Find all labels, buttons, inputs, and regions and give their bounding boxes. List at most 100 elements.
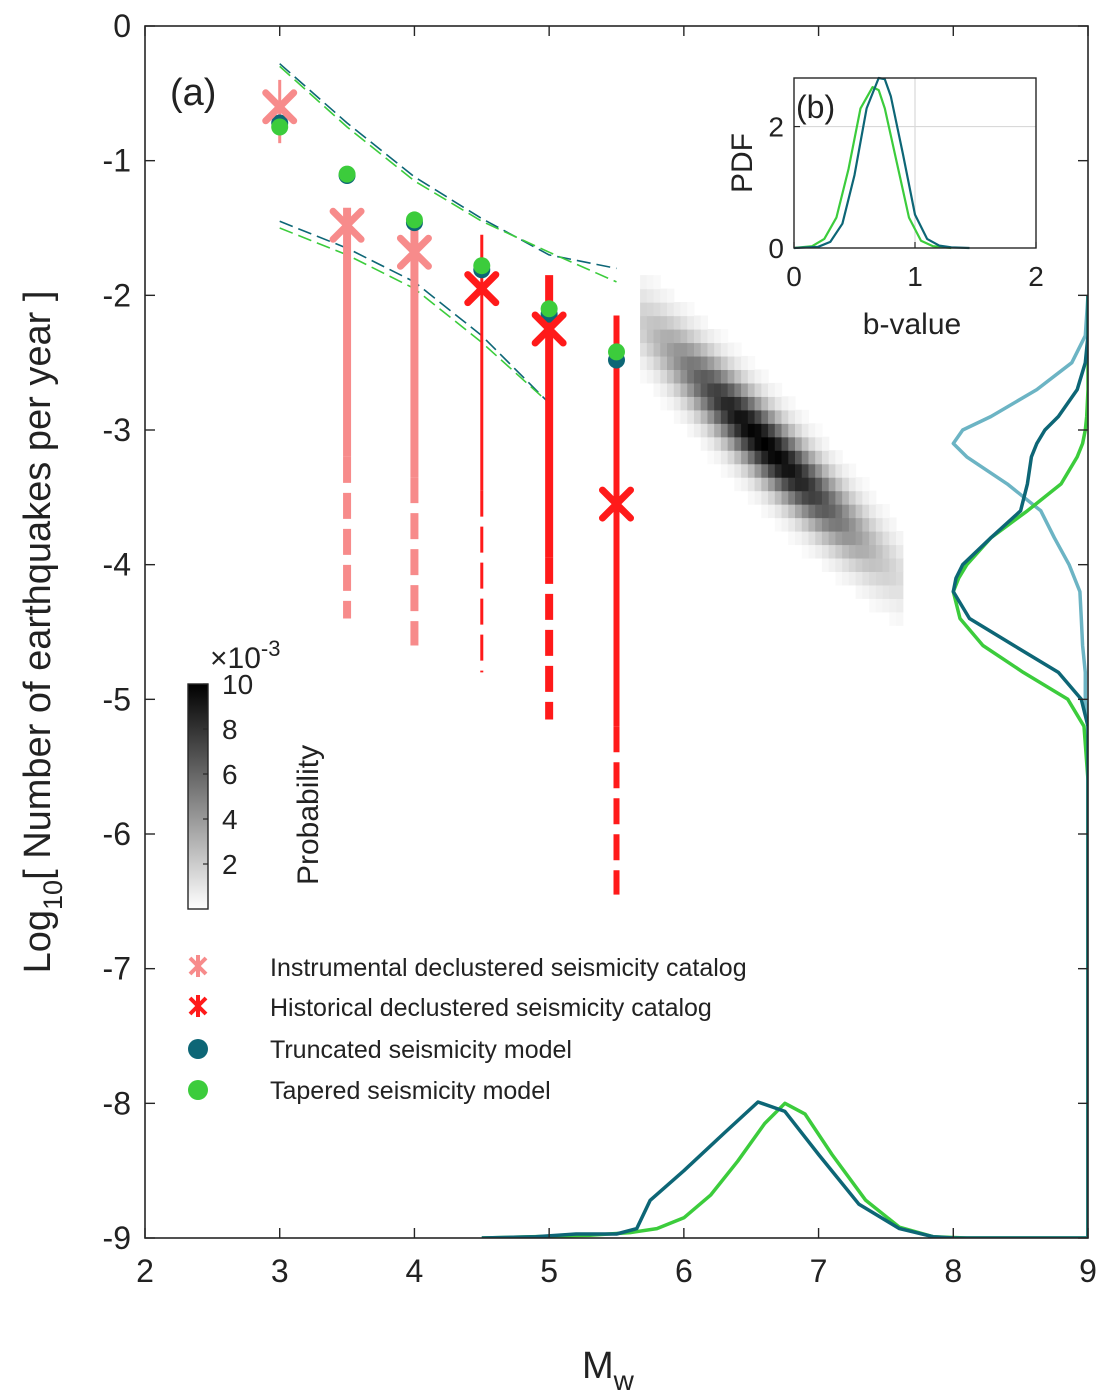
heatmap-cell	[848, 463, 857, 478]
heatmap-cell	[687, 302, 695, 317]
heatmap-cell	[667, 396, 675, 411]
heatmap-cell	[842, 490, 850, 505]
heatmap-cell	[640, 342, 648, 357]
heatmap-cell	[667, 315, 675, 330]
heatmap-cell	[848, 544, 857, 559]
heatmap-cell	[714, 342, 722, 357]
heatmap-cell	[707, 355, 715, 370]
heatmap-cell	[673, 315, 682, 330]
heatmap-cell	[707, 369, 715, 384]
heatmap-cell	[734, 463, 742, 478]
colorbar-multiplier-exp: -3	[261, 636, 281, 661]
inset-x-tick-label: 0	[786, 261, 802, 292]
heatmap-cell	[869, 490, 877, 505]
historical-marker	[531, 311, 567, 347]
heatmap-cell	[788, 450, 796, 465]
y-tick-label: -3	[103, 412, 131, 448]
heatmap-cell	[754, 477, 762, 492]
heatmap-cell	[747, 382, 756, 397]
heatmap-cell	[821, 504, 830, 519]
heatmap-cell	[794, 490, 803, 505]
heatmap-cell	[761, 396, 769, 411]
heatmap-cell	[667, 355, 675, 370]
heatmap-cell	[855, 571, 863, 586]
heatmap-cell	[640, 369, 648, 384]
heatmap-cell	[801, 504, 810, 519]
heatmap-cell	[693, 396, 702, 411]
heatmap-cell	[707, 396, 715, 411]
x-axis-label-main: M	[582, 1345, 614, 1387]
heatmap-cell	[869, 557, 877, 572]
heatmap-cell	[768, 463, 776, 478]
heatmap-cell	[687, 423, 695, 438]
heatmap-cell	[700, 423, 709, 438]
heatmap-cell	[673, 382, 682, 397]
heatmap-cell	[734, 342, 742, 357]
x-axis-label-sub: w	[613, 1365, 635, 1391]
heatmap-cell	[741, 382, 749, 397]
heatmap-cell	[781, 423, 789, 438]
heatmap-cell	[646, 275, 655, 290]
heatmap-cell	[687, 409, 695, 424]
y-tick-label: -4	[103, 547, 131, 583]
heatmap-cell	[747, 409, 756, 424]
heatmap-cell	[781, 477, 789, 492]
heatmap-cell	[720, 342, 729, 357]
heatmap-cell	[862, 517, 870, 532]
heatmap-cell	[774, 436, 783, 451]
heatmap-cell	[660, 369, 668, 384]
heatmap-cell	[714, 409, 722, 424]
y-tick-label: 0	[113, 8, 131, 44]
heatmap-cell	[700, 396, 709, 411]
heatmap-cell	[747, 355, 756, 370]
heatmap-cell	[896, 531, 904, 546]
y-tick-label: -6	[103, 816, 131, 852]
heatmap-cell	[842, 531, 850, 546]
heatmap-cell	[781, 517, 789, 532]
heatmap-cell	[835, 571, 843, 586]
heatmap-cell	[896, 611, 904, 626]
heatmap-cell	[727, 396, 735, 411]
heatmap-cell	[842, 517, 850, 532]
heatmap-cell	[660, 342, 668, 357]
heatmap-cell	[801, 450, 810, 465]
heatmap-cell	[714, 329, 722, 344]
y-tick-label: -9	[103, 1220, 131, 1256]
heatmap-cell	[821, 450, 830, 465]
heatmap-cell	[781, 463, 789, 478]
heatmap-cell	[875, 584, 884, 599]
heatmap-cell	[646, 342, 655, 357]
inset-x-tick-label: 2	[1028, 261, 1044, 292]
heatmap-cell	[680, 329, 688, 344]
heatmap-cell	[653, 329, 661, 344]
heatmap-cell	[835, 477, 843, 492]
heatmap-cell	[875, 557, 884, 572]
heatmap-cell	[707, 423, 715, 438]
heatmap-cell	[889, 584, 897, 599]
inset-grid	[794, 78, 1036, 248]
x-axis-ticks: 2 3 4 5 6 7 8 9	[136, 26, 1097, 1289]
heatmap-cell	[889, 598, 897, 613]
heatmap-cell	[673, 302, 682, 317]
heatmap-cell	[869, 531, 877, 546]
heatmap-cell	[882, 598, 890, 613]
heatmap-cell	[734, 436, 742, 451]
y-tick-label: -1	[103, 143, 131, 179]
heatmap-cell	[855, 531, 863, 546]
heatmap-cell	[815, 517, 823, 532]
heatmap-cell	[848, 517, 857, 532]
heatmap-cell	[768, 450, 776, 465]
heatmap-cell	[801, 544, 810, 559]
heatmap-cell	[653, 342, 661, 357]
heatmap-cell	[741, 369, 749, 384]
heatmap-cell	[788, 409, 796, 424]
heatmap-cell	[640, 275, 648, 290]
heatmap-cell	[889, 611, 897, 626]
colorbar-tick-label: 4	[222, 804, 238, 835]
x-tick-label: 5	[540, 1253, 558, 1289]
heatmap-cell	[882, 544, 890, 559]
heatmap-cell	[754, 450, 762, 465]
heatmap-cell	[646, 355, 655, 370]
heatmap-cell	[794, 517, 803, 532]
model-points	[271, 114, 625, 369]
